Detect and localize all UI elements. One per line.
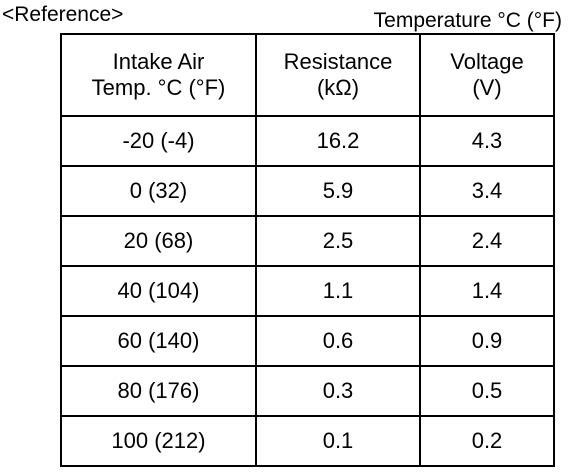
header-line: (V) — [472, 75, 502, 100]
voltage-cell: 4.3 — [419, 115, 555, 167]
temp-cell: 60 (140) — [60, 315, 257, 367]
voltage-cell: 3.4 — [419, 165, 555, 217]
resistance-cell: 0.3 — [255, 365, 421, 417]
table-row: 100 (212) 0.1 0.2 — [60, 415, 555, 467]
temp-cell: 20 (68) — [60, 215, 257, 267]
resistance-cell: 2.5 — [255, 215, 421, 267]
table-row: -20 (-4) 16.2 4.3 — [60, 115, 555, 167]
header-line: (kΩ) — [316, 75, 360, 100]
header-resistance: Resistance (kΩ) — [255, 33, 421, 117]
header-line: Voltage — [450, 49, 524, 74]
header-voltage: Voltage (V) — [419, 33, 555, 117]
header-intake-air-temp: Intake Air Temp. °C (°F) — [60, 33, 257, 117]
reference-label: <Reference> — [2, 3, 124, 26]
table-row: 80 (176) 0.3 0.5 — [60, 365, 555, 417]
resistance-cell: 1.1 — [255, 265, 421, 317]
header-line: Temp. °C (°F) — [91, 75, 226, 100]
resistance-cell: 0.1 — [255, 415, 421, 467]
temp-cell: 80 (176) — [60, 365, 257, 417]
sensor-spec-table: Intake Air Temp. °C (°F) Resistance (kΩ)… — [60, 33, 555, 467]
voltage-cell: 0.9 — [419, 315, 555, 367]
temperature-unit-note: Temperature °C (°F) — [373, 9, 562, 32]
voltage-cell: 1.4 — [419, 265, 555, 317]
resistance-cell: 16.2 — [255, 115, 421, 167]
temp-cell: 40 (104) — [60, 265, 257, 317]
temp-cell: 0 (32) — [60, 165, 257, 217]
resistance-cell: 5.9 — [255, 165, 421, 217]
table-row: 0 (32) 5.9 3.4 — [60, 165, 555, 217]
header-line: Intake Air — [112, 49, 205, 74]
table-header-row: Intake Air Temp. °C (°F) Resistance (kΩ)… — [60, 33, 555, 117]
voltage-cell: 0.5 — [419, 365, 555, 417]
resistance-cell: 0.6 — [255, 315, 421, 367]
header-line: Resistance — [283, 49, 393, 74]
voltage-cell: 0.2 — [419, 415, 555, 467]
table-row: 60 (140) 0.6 0.9 — [60, 315, 555, 367]
table-row: 40 (104) 1.1 1.4 — [60, 265, 555, 317]
temp-cell: 100 (212) — [60, 415, 257, 467]
voltage-cell: 2.4 — [419, 215, 555, 267]
temp-cell: -20 (-4) — [60, 115, 257, 167]
table-row: 20 (68) 2.5 2.4 — [60, 215, 555, 267]
